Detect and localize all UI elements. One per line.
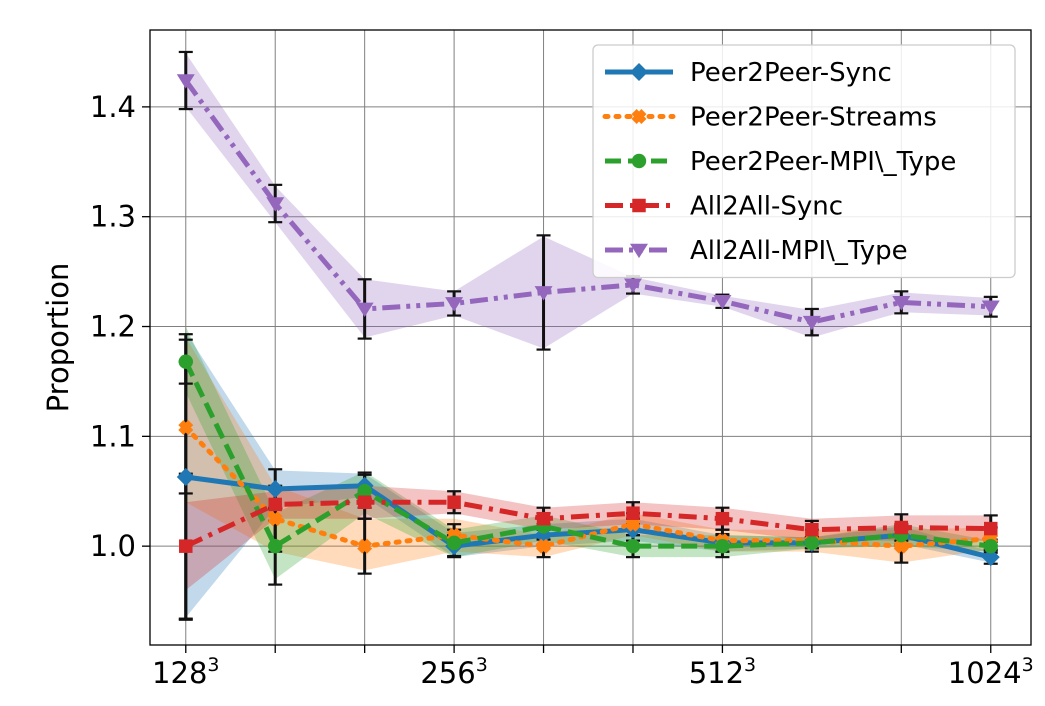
point-all2all-sync bbox=[357, 495, 372, 509]
band-all2all-mpi-type bbox=[185, 53, 991, 349]
point-all2all-sync bbox=[984, 521, 998, 536]
legend-item-peer2peer-streams: Peer2Peer-Streams bbox=[602, 103, 937, 133]
point-peer2peer-mpi-type bbox=[715, 538, 730, 554]
legend-item-all2all-sync: All2All-Sync bbox=[605, 192, 843, 222]
point-peer2peer-streams bbox=[178, 420, 194, 436]
x-tick-label: 1283 bbox=[152, 654, 219, 690]
point-all2all-mpi-type bbox=[266, 197, 285, 212]
point-peer2peer-mpi-type bbox=[804, 535, 820, 551]
point-all2all-mpi-type bbox=[981, 300, 1000, 315]
point-peer2peer-mpi-type bbox=[625, 538, 641, 554]
point-peer2peer-sync bbox=[981, 548, 1000, 567]
point-all2all-sync bbox=[447, 495, 461, 509]
legend-marker bbox=[630, 63, 648, 81]
point-all2all-sync bbox=[894, 520, 909, 535]
point-peer2peer-streams bbox=[536, 538, 552, 554]
y-tick-label: 1.3 bbox=[90, 200, 136, 234]
point-all2all-sync bbox=[179, 539, 193, 553]
legend-label: All2All-MPI\_Type bbox=[690, 236, 908, 266]
y-tick-label: 1.1 bbox=[90, 419, 136, 453]
point-all2all-mpi-type bbox=[445, 297, 464, 312]
series-lines bbox=[183, 79, 994, 560]
legend-marker bbox=[631, 109, 647, 124]
legend-marker bbox=[630, 243, 648, 259]
line-peer2peer-mpi-type bbox=[183, 360, 992, 550]
point-peer2peer-mpi-type bbox=[983, 538, 998, 554]
band-all2all-sync bbox=[185, 485, 991, 591]
legend-item-all2all-mpi-type: All2All-MPI\_Type bbox=[605, 236, 908, 266]
legend-label: All2All-Sync bbox=[690, 192, 843, 222]
y-axis: 1.0 1.1 1.2 1.3 1.4 bbox=[90, 90, 150, 563]
point-all2all-mpi-type bbox=[892, 296, 911, 311]
point-peer2peer-mpi-type bbox=[178, 354, 193, 369]
point-all2all-sync bbox=[715, 511, 730, 526]
point-all2all-mpi-type bbox=[802, 315, 821, 331]
x-tick-label: 5123 bbox=[689, 654, 756, 690]
point-all2all-sync bbox=[805, 522, 819, 537]
point-all2all-mpi-type bbox=[623, 278, 642, 293]
point-peer2peer-mpi-type bbox=[268, 538, 283, 554]
point-all2all-mpi-type bbox=[176, 74, 195, 89]
line-peer2peer-streams bbox=[183, 425, 994, 549]
point-peer2peer-streams bbox=[267, 511, 283, 527]
legend-box bbox=[592, 44, 1016, 279]
point-all2all-sync bbox=[268, 497, 282, 512]
line-all2all-mpi-type bbox=[183, 79, 991, 325]
legend: Peer2Peer-Sync Peer2Peer-Streams Peer2Peer… bbox=[592, 44, 1016, 279]
point-peer2peer-sync bbox=[266, 480, 285, 499]
point-peer2peer-streams bbox=[893, 538, 909, 554]
point-all2all-mpi-type bbox=[713, 294, 732, 310]
legend-label: Peer2Peer-MPI\_Type bbox=[690, 147, 956, 177]
legend-label: Peer2Peer-Streams bbox=[690, 103, 937, 133]
legend-marker bbox=[631, 153, 647, 169]
legend-marker bbox=[632, 198, 646, 213]
point-peer2peer-mpi-type bbox=[357, 484, 372, 499]
point-all2all-mpi-type bbox=[534, 286, 553, 301]
point-all2all-sync bbox=[536, 511, 551, 526]
point-all2all-sync bbox=[626, 506, 640, 520]
legend-item-peer2peer-mpi-type: Peer2Peer-MPI\_Type bbox=[605, 147, 956, 177]
band-peer2peer-mpi-type bbox=[185, 326, 991, 580]
band-peer2peer-sync bbox=[185, 332, 991, 618]
y-tick-label: 1.2 bbox=[90, 310, 136, 344]
legend-item-peer2peer-sync: Peer2Peer-Sync bbox=[605, 58, 892, 88]
x-tick-label: 10243 bbox=[948, 654, 1034, 690]
point-peer2peer-mpi-type bbox=[446, 535, 462, 551]
point-peer2peer-streams bbox=[625, 516, 641, 532]
point-all2all-mpi-type bbox=[355, 302, 374, 318]
line-all2all-sync bbox=[184, 499, 991, 549]
x-axis: 1283 2563 5123 10243 bbox=[152, 645, 1034, 690]
y-tick-label: 1.0 bbox=[90, 529, 136, 563]
legend-label: Peer2Peer-Sync bbox=[690, 58, 892, 88]
y-tick-label: 1.4 bbox=[90, 90, 136, 124]
series-markers bbox=[176, 74, 1000, 567]
point-peer2peer-streams bbox=[357, 538, 373, 554]
y-axis-label: Proportion bbox=[41, 263, 75, 413]
plot-frame bbox=[149, 29, 1032, 646]
point-peer2peer-sync bbox=[176, 467, 195, 486]
x-tick-label: 2563 bbox=[420, 654, 487, 690]
